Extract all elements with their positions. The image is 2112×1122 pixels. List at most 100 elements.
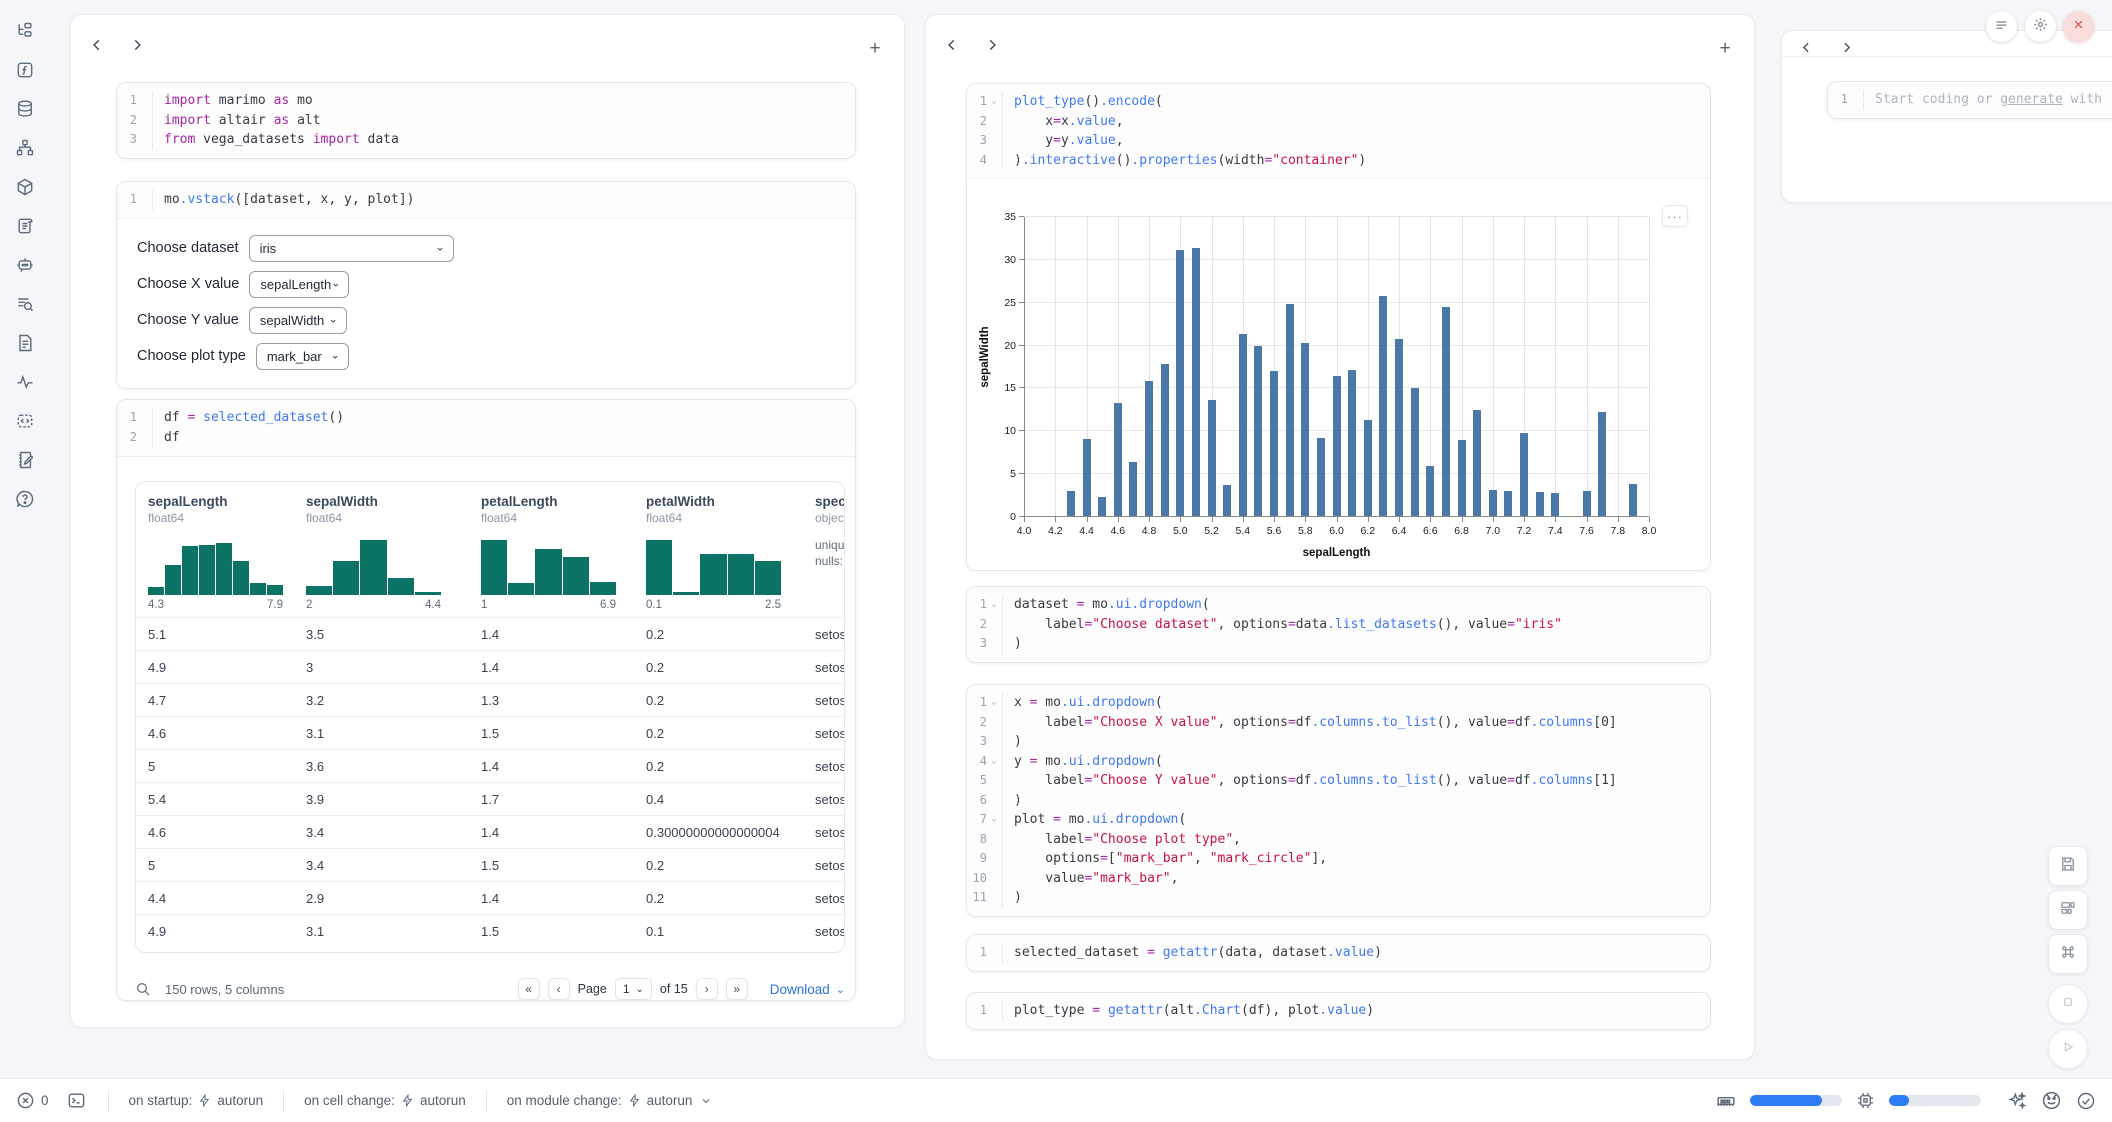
page-label: Page <box>578 982 607 996</box>
column-header-sepalWidth[interactable]: sepalWidthfloat6424.4 <box>294 482 469 617</box>
tracing-icon[interactable] <box>14 371 36 393</box>
keyboard-shortcuts-button[interactable] <box>2048 934 2088 974</box>
generate-link[interactable]: generate <box>2000 92 2063 107</box>
last-page-button[interactable]: » <box>726 978 748 1000</box>
chevron-left-icon[interactable] <box>89 37 105 53</box>
chevron-left-icon[interactable] <box>1798 39 1814 55</box>
x-value-select[interactable]: sepalLength⌄ <box>249 271 349 298</box>
empty-code-cell: 1 Start coding or generate with <box>1827 81 2112 119</box>
file-explorer-icon[interactable] <box>14 20 36 42</box>
code-cell-vstack: 1mo.vstack([dataset, x, y, plot]) Choose… <box>116 181 856 389</box>
on-cell-change-setting[interactable]: on cell change: autorun <box>304 1093 466 1108</box>
code-editor[interactable]: 1⌄x = mo.ui.dropdown(2 label="Choose X v… <box>967 685 1710 916</box>
documentation-icon[interactable] <box>14 332 36 354</box>
add-cell-icon[interactable]: + <box>1716 39 1734 57</box>
chevron-right-icon[interactable] <box>984 37 1000 53</box>
chart-plot-area[interactable]: 4.04.24.44.64.85.05.25.45.65.86.06.26.46… <box>1024 217 1649 517</box>
snippets-icon[interactable] <box>14 410 36 432</box>
code-editor[interactable]: 1⌄dataset = mo.ui.dropdown(2 label="Choo… <box>967 587 1710 662</box>
altair-chart[interactable]: ··· 4.04.24.44.64.85.05.25.45.65.86.06.2… <box>967 178 1710 570</box>
scratchpad-scroll-icon[interactable] <box>14 215 36 237</box>
assistant-bot-icon[interactable] <box>2041 1090 2062 1111</box>
table-row[interactable]: 5.43.91.70.4setosa <box>136 782 845 815</box>
on-module-change-setting[interactable]: on module change: autorun <box>507 1093 713 1108</box>
dataset-select[interactable]: iris⌄ <box>249 235 454 262</box>
fold-chevron-icon[interactable]: ⌄ <box>987 693 1001 713</box>
settings-button[interactable] <box>2025 11 2056 42</box>
code-editor[interactable]: 1selected_dataset = getattr(data, datase… <box>967 935 1710 971</box>
chat-assistant-icon[interactable] <box>14 254 36 276</box>
plot-type-select[interactable]: mark_bar⌄ <box>256 343 349 370</box>
connection-status-icon[interactable] <box>2076 1091 2096 1111</box>
chart-bar <box>1504 491 1512 517</box>
close-icon <box>2072 18 2085 36</box>
fold-chevron-icon[interactable]: ⌄ <box>987 595 1001 615</box>
fold-chevron-icon[interactable]: ⌄ <box>987 810 1001 830</box>
packages-icon[interactable] <box>14 176 36 198</box>
next-page-button[interactable]: › <box>696 978 718 1000</box>
first-page-button[interactable]: « <box>518 978 540 1000</box>
chart-bar <box>1426 466 1434 517</box>
fold-chevron-icon[interactable]: ⌄ <box>987 752 1001 772</box>
placeholder-text: Start coding or <box>1875 92 2000 107</box>
help-icon[interactable] <box>14 488 36 510</box>
stop-icon <box>2060 994 2076 1015</box>
menu-button[interactable] <box>1986 11 2017 42</box>
chart-bar <box>1551 493 1559 517</box>
chevron-right-icon[interactable] <box>129 37 145 53</box>
terminal-icon[interactable] <box>67 1091 86 1110</box>
chart-bar <box>1536 492 1544 517</box>
table-row[interactable]: 53.41.50.2setosa <box>136 848 845 881</box>
y-value-select[interactable]: sepalWidth⌄ <box>249 307 347 334</box>
run-button[interactable] <box>2048 1029 2088 1069</box>
code-editor[interactable]: 1mo.vstack([dataset, x, y, plot]) <box>117 182 855 218</box>
code-editor[interactable]: 1⌄plot_type().encode(2 x=x.value,3 y=y.v… <box>967 84 1710 178</box>
chart-bar <box>1473 410 1481 517</box>
notebook-edit-icon[interactable] <box>14 449 36 471</box>
page-select[interactable]: 1⌄ <box>615 978 652 1000</box>
table-row[interactable]: 4.63.11.50.2setosa <box>136 716 845 749</box>
error-counter[interactable]: 0 <box>16 1091 49 1110</box>
chevron-down-icon: ⌄ <box>331 276 340 289</box>
download-button[interactable]: Download⌄ <box>770 982 845 997</box>
search-icon[interactable] <box>135 981 151 997</box>
chevron-left-icon[interactable] <box>944 37 960 53</box>
ai-sparkles-icon[interactable] <box>2007 1091 2027 1111</box>
dependency-graph-icon[interactable] <box>14 137 36 159</box>
stop-button[interactable] <box>2048 984 2088 1024</box>
layout-button[interactable] <box>2048 890 2088 930</box>
table-row[interactable]: 4.931.40.2setosa <box>136 650 845 683</box>
table-row[interactable]: 4.63.41.40.30000000000000004setosa <box>136 815 845 848</box>
table-row[interactable]: 4.73.21.30.2setosa <box>136 683 845 716</box>
shutdown-button[interactable] <box>2063 11 2094 42</box>
table-row[interactable]: 4.42.91.40.2setosa <box>136 881 845 914</box>
logs-search-icon[interactable] <box>14 293 36 315</box>
code-cell-xy-dropdowns: 1⌄x = mo.ui.dropdown(2 label="Choose X v… <box>966 684 1711 917</box>
datasources-icon[interactable] <box>14 98 36 120</box>
code-cell-dataset-dropdown: 1⌄dataset = mo.ui.dropdown(2 label="Choo… <box>966 586 1711 663</box>
column-header-petalWidth[interactable]: petalWidthfloat640.12.5 <box>634 482 803 617</box>
layout-panels-icon <box>2059 899 2077 922</box>
table-row[interactable]: 53.61.40.2setosa <box>136 749 845 782</box>
code-editor[interactable]: 1 Start coding or generate with <box>1828 82 2112 118</box>
right-panel-nav <box>1798 39 1854 55</box>
table-row[interactable]: 5.13.51.40.2setosa <box>136 617 845 650</box>
column-header-species[interactable]: speciesobjectunique:nulls: <box>803 482 845 617</box>
chevron-right-icon[interactable] <box>1838 39 1854 55</box>
save-button[interactable] <box>2048 846 2088 886</box>
add-cell-icon[interactable]: + <box>866 39 884 57</box>
table-row[interactable]: 4.93.11.50.1setosa <box>136 914 845 947</box>
fold-chevron-icon[interactable]: ⌄ <box>987 92 1001 112</box>
ram-usage-meter <box>1750 1095 1842 1106</box>
chart-bar <box>1629 484 1637 517</box>
code-cell-plot: 1⌄plot_type().encode(2 x=x.value,3 y=y.v… <box>966 83 1711 571</box>
code-editor[interactable]: 1import marimo as mo2import altair as al… <box>117 83 855 158</box>
prev-page-button[interactable]: ‹ <box>548 978 570 1000</box>
chart-more-options-button[interactable]: ··· <box>1662 205 1688 227</box>
code-editor[interactable]: 1plot_type = getattr(alt.Chart(df), plot… <box>967 993 1710 1029</box>
code-editor[interactable]: 1df = selected_dataset()2df <box>117 400 855 455</box>
column-header-sepalLength[interactable]: sepalLengthfloat644.37.9 <box>136 482 294 617</box>
column-header-petalLength[interactable]: petalLengthfloat6416.9 <box>469 482 634 617</box>
functions-icon[interactable] <box>14 59 36 81</box>
on-startup-setting[interactable]: on startup: autorun <box>129 1093 264 1108</box>
